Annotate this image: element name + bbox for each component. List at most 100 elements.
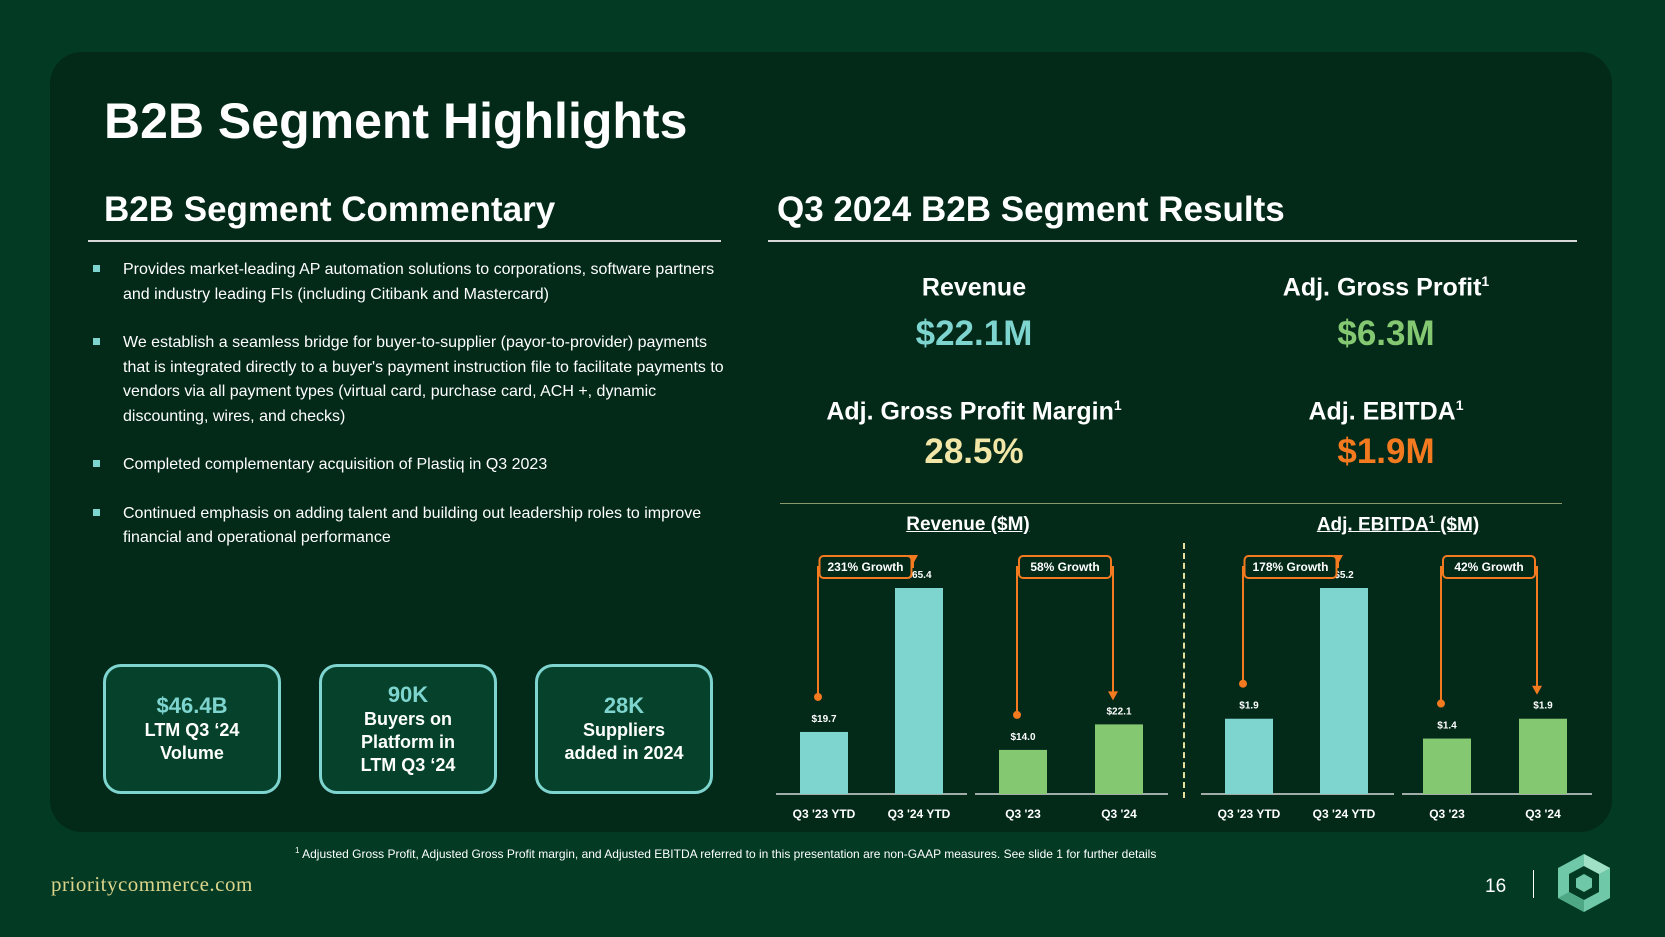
bullet-text: Completed complementary acquisition of P… (123, 456, 548, 473)
bullet-square-icon (93, 460, 100, 467)
bullet-item: We establish a seamless bridge for buyer… (90, 331, 730, 429)
growth-label-box (1018, 555, 1112, 579)
stat-value: 28K (603, 693, 645, 718)
footer-separator (1533, 870, 1534, 898)
bullet-square-icon (93, 265, 100, 272)
category-label: Q3 '23 (1005, 807, 1041, 821)
chart-bar (1225, 718, 1273, 794)
stat-box-volume: $46.4B LTM Q3 ‘24 Volume (103, 664, 281, 794)
bullet-square-icon (93, 508, 100, 516)
results-heading: Q3 2024 B2B Segment Results (777, 190, 1285, 229)
chart-bar (1320, 588, 1368, 794)
chart-bar (895, 588, 943, 794)
commentary-bullets: Provides market-leading AP automation so… (90, 258, 730, 575)
chart-title-sup: 1 (1428, 514, 1435, 526)
category-label: Q3 '24 YTD (888, 807, 951, 821)
chart-bar (999, 749, 1047, 794)
bullet-square-icon (93, 338, 100, 345)
stat-label: Suppliers added in 2024 (564, 720, 684, 763)
metric-label: Revenue (774, 273, 1174, 302)
metric-value: $6.3M (1337, 314, 1435, 354)
metric-label-sup: 1 (1481, 273, 1490, 289)
bracket-dot (1239, 679, 1247, 688)
growth-label: 178% Growth (1252, 560, 1328, 574)
slide-title: B2B Segment Highlights (104, 93, 688, 149)
metric-label-sup: 1 (1113, 397, 1122, 413)
bar-value-label: $1.4 (1437, 721, 1457, 732)
bar-value-label: $19.7 (811, 714, 836, 725)
bar-value-label: $14.0 (1010, 732, 1035, 743)
growth-label-box (818, 555, 913, 579)
bracket-dot (1013, 710, 1021, 719)
metrics-divider (780, 503, 1562, 504)
growth-label: 42% Growth (1454, 560, 1523, 574)
bar-value-label: $5.2 (1334, 570, 1354, 581)
category-label: Q3 '24 YTD (1313, 807, 1376, 821)
chart-title-suffix: ($M) (1440, 514, 1480, 536)
metric-label: Adj. Gross Profit Margin1 (774, 397, 1174, 426)
chart-bar (1095, 724, 1143, 794)
metric-label-text: Adj. Gross Profit Margin (826, 397, 1114, 426)
category-label: Q3 '23 YTD (793, 807, 856, 821)
bracket-arrow-icon (1108, 691, 1118, 701)
bullet-text: We establish a seamless bridge for buyer… (123, 334, 724, 425)
bar-value-label: $1.9 (1239, 701, 1259, 712)
results-rule (768, 240, 1577, 242)
category-label: Q3 '24 (1101, 807, 1137, 821)
metric-label-sup: 1 (1455, 397, 1464, 413)
revenue-chart-title: Revenue ($M) (818, 514, 1118, 536)
bullet-item: Provides market-leading AP automation so… (90, 258, 730, 307)
chart-bar (1519, 718, 1567, 794)
stat-box-buyers: 90K Buyers on Platform in LTM Q3 ‘24 (319, 664, 497, 794)
stat-label: LTM Q3 ‘24 Volume (144, 720, 240, 763)
growth-label-box (1243, 555, 1338, 579)
metric-label-text: Adj. Gross Profit (1282, 273, 1482, 302)
ebitda-chart-title: Adj. EBITDA1 ($M) (1248, 514, 1548, 536)
page-number: 16 (1485, 876, 1507, 897)
bar-value-label: $1.9 (1533, 701, 1553, 712)
category-label: Q3 '24 (1525, 807, 1561, 821)
bar-value-label: $22.1 (1106, 706, 1131, 717)
chart-title-text: Adj. EBITDA (1316, 514, 1429, 536)
chart-bar (1423, 738, 1471, 794)
stat-box-suppliers: 28K Suppliers added in 2024 (535, 664, 713, 794)
bracket-arrow-icon (1532, 685, 1542, 695)
bullet-text: Provides market-leading AP automation so… (123, 261, 715, 303)
commentary-heading: B2B Segment Commentary (104, 190, 556, 229)
metric-label: Adj. Gross Profit1 (1186, 273, 1586, 302)
growth-bracket (1440, 566, 1538, 704)
growth-bracket (1016, 566, 1114, 715)
charts-divider (1183, 543, 1185, 798)
stat-value: $46.4B (156, 693, 228, 718)
footnote: 1 Adjusted Gross Profit, Adjusted Gross … (295, 846, 1156, 861)
metric-adj-gross-profit-margin: Adj. Gross Profit Margin1 28.5% (774, 397, 1174, 472)
category-label: Q3 '23 YTD (1218, 807, 1281, 821)
bracket-dot (814, 692, 822, 701)
footnote-text: Adjusted Gross Profit, Adjusted Gross Pr… (302, 847, 1157, 861)
metric-label-text: Adj. EBITDA (1308, 397, 1456, 426)
metric-revenue: Revenue $22.1M (774, 273, 1174, 354)
metric-label-text: Revenue (921, 273, 1027, 302)
footnote-mark: 1 (295, 846, 300, 855)
stat-label: Buyers on Platform in LTM Q3 ‘24 (360, 708, 456, 775)
metric-value: $22.1M (915, 314, 1033, 354)
chart-bar (800, 731, 848, 794)
bar-value-label: $65.4 (906, 570, 931, 581)
growth-label: 231% Growth (827, 560, 903, 574)
brand-url[interactable]: prioritycommerce.com (51, 872, 253, 896)
metric-adj-ebitda: Adj. EBITDA1 $1.9M (1186, 397, 1586, 472)
chart-title-text: Revenue ($M) (906, 514, 1030, 535)
bullet-item: Continued emphasis on adding talent and … (90, 502, 730, 551)
metric-value: $1.9M (1337, 432, 1435, 472)
metric-value: 28.5% (924, 432, 1024, 472)
growth-label-box (1442, 555, 1536, 579)
metric-adj-gross-profit: Adj. Gross Profit1 $6.3M (1186, 273, 1586, 354)
category-label: Q3 '23 (1429, 807, 1465, 821)
priority-logo-icon (1558, 854, 1610, 912)
metric-label: Adj. EBITDA1 (1186, 397, 1586, 426)
bullet-item: Completed complementary acquisition of P… (90, 453, 730, 478)
stat-value: 90K (387, 681, 429, 707)
bullet-text: Continued emphasis on adding talent and … (123, 504, 702, 547)
growth-label: 58% Growth (1030, 560, 1099, 574)
